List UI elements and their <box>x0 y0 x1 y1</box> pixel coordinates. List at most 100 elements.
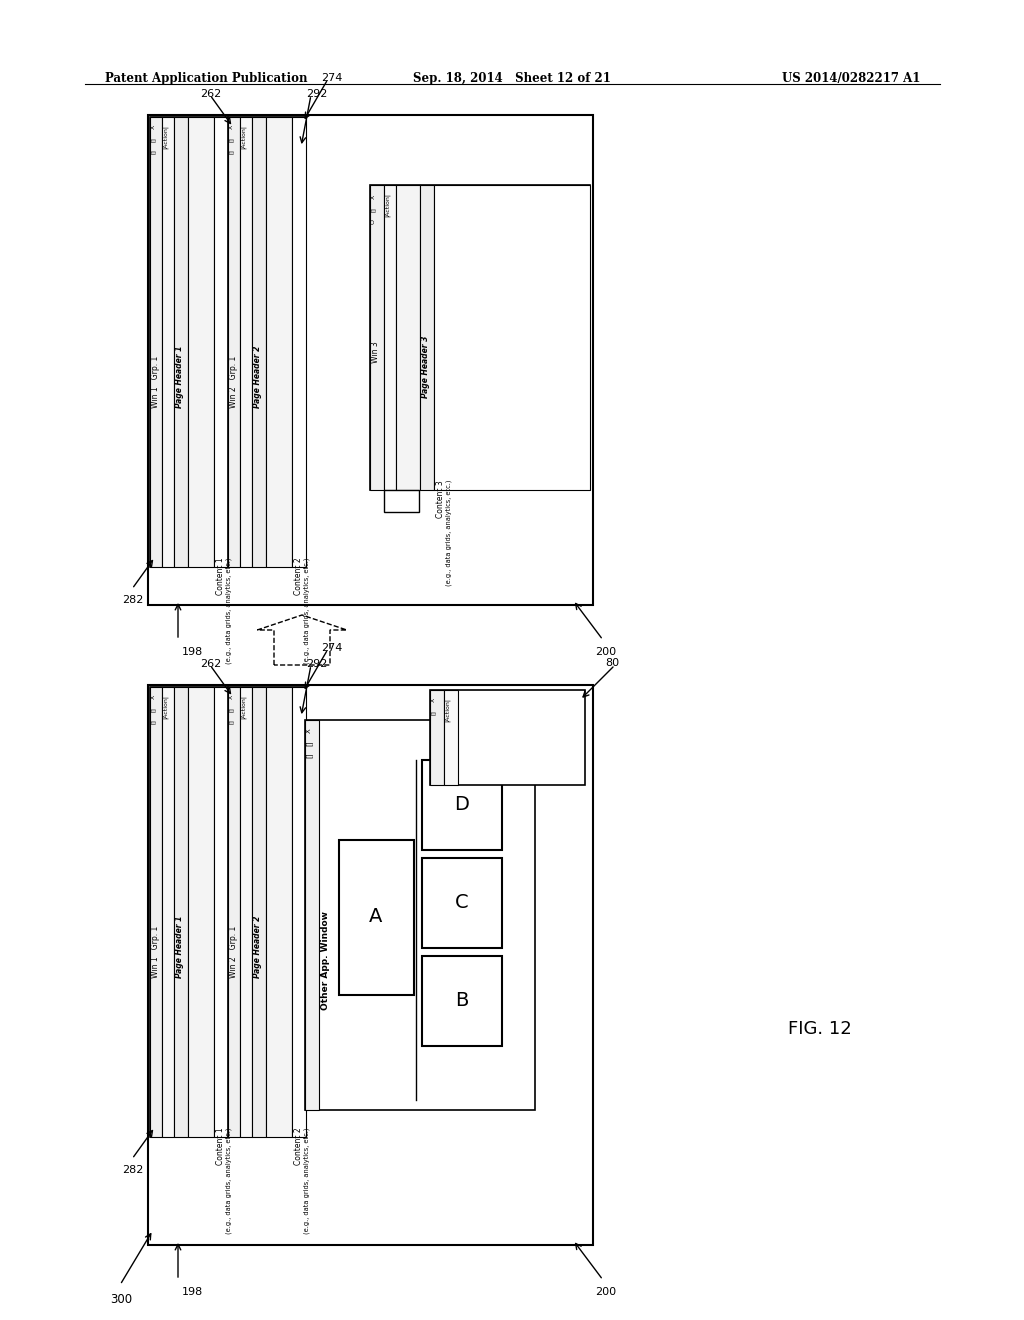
Text: (e.g., data grids, analytics, etc.): (e.g., data grids, analytics, etc.) <box>226 557 232 664</box>
Text: |Action|: |Action| <box>241 696 247 719</box>
Bar <box>292 117 306 568</box>
Bar <box>430 690 585 785</box>
Text: 274: 274 <box>321 643 342 653</box>
Text: D: D <box>455 796 469 814</box>
Text: []: [] <box>151 719 156 723</box>
Text: X: X <box>431 698 436 702</box>
Text: []: [] <box>371 207 376 213</box>
Text: |Action|: |Action| <box>163 696 169 719</box>
Bar <box>444 690 458 785</box>
Text: Win 1   Grp. 1: Win 1 Grp. 1 <box>151 925 160 978</box>
Text: Sep. 18, 2014   Sheet 12 of 21: Sep. 18, 2014 Sheet 12 of 21 <box>413 73 611 84</box>
Bar <box>420 185 434 490</box>
Text: Win 3: Win 3 <box>371 341 380 363</box>
Bar <box>150 686 162 1137</box>
Text: 300: 300 <box>110 1294 132 1305</box>
Text: (e.g., data grids, analytics, etc.): (e.g., data grids, analytics, etc.) <box>226 1127 232 1233</box>
Text: []: [] <box>306 741 312 746</box>
Text: |Action|: |Action| <box>163 125 169 149</box>
Text: []: [] <box>431 710 436 715</box>
Bar <box>305 719 319 1110</box>
Text: Win 2   Grp. 1: Win 2 Grp. 1 <box>229 925 238 978</box>
Bar <box>188 686 214 1137</box>
Text: Page Header 2: Page Header 2 <box>253 346 262 408</box>
Bar <box>228 686 306 1137</box>
Text: US 2014/0282217 A1: US 2014/0282217 A1 <box>781 73 920 84</box>
Bar <box>148 685 593 1245</box>
Text: 282: 282 <box>122 595 143 605</box>
Bar <box>370 185 384 490</box>
Bar <box>150 686 228 1137</box>
Bar <box>422 760 502 850</box>
Text: 262: 262 <box>200 659 221 669</box>
Bar <box>384 490 419 512</box>
Text: Patent Application Publication: Patent Application Publication <box>105 73 307 84</box>
Text: []: [] <box>151 708 156 711</box>
Text: X: X <box>371 195 376 199</box>
Bar <box>162 117 174 568</box>
Bar <box>339 840 414 995</box>
Text: []: [] <box>306 752 312 758</box>
Text: |Action|: |Action| <box>241 125 247 149</box>
Text: []: [] <box>151 137 156 141</box>
Text: X: X <box>151 125 156 129</box>
Text: 262: 262 <box>200 88 221 99</box>
Text: Win 2   Grp. 1: Win 2 Grp. 1 <box>229 356 238 408</box>
Text: C: C <box>456 894 469 912</box>
Text: (e.g., data grids, analytics, etc.): (e.g., data grids, analytics, etc.) <box>304 557 310 664</box>
Text: Content 2: Content 2 <box>294 557 303 594</box>
Text: FIG. 12: FIG. 12 <box>788 1020 852 1038</box>
Bar <box>370 185 590 490</box>
Text: Page Header 1: Page Header 1 <box>175 916 184 978</box>
Bar <box>240 117 252 568</box>
Text: 274: 274 <box>321 73 342 83</box>
Text: X: X <box>306 729 312 733</box>
Bar <box>384 185 396 490</box>
Bar <box>174 117 188 568</box>
Bar <box>240 686 252 1137</box>
Bar <box>148 115 593 605</box>
Bar <box>252 117 266 568</box>
Text: Content 1: Content 1 <box>216 557 225 594</box>
Text: B: B <box>456 991 469 1011</box>
Text: O: O <box>371 219 376 224</box>
Text: 292: 292 <box>306 88 328 99</box>
Text: X: X <box>229 696 234 700</box>
Text: Page Header 3: Page Header 3 <box>421 335 430 399</box>
Text: 198: 198 <box>182 1287 203 1298</box>
Text: Content 2: Content 2 <box>294 1127 303 1164</box>
Bar <box>422 956 502 1045</box>
Text: []: [] <box>229 708 234 711</box>
Text: 200: 200 <box>595 1287 616 1298</box>
Text: Other App. Window: Other App. Window <box>321 911 330 1010</box>
Bar <box>292 686 306 1137</box>
Text: 198: 198 <box>182 647 203 657</box>
Bar <box>150 117 228 568</box>
Text: Page Header 2: Page Header 2 <box>253 916 262 978</box>
Text: X: X <box>229 125 234 129</box>
Text: 200: 200 <box>595 647 616 657</box>
Text: []: [] <box>229 149 234 154</box>
Bar <box>266 117 292 568</box>
Text: |Action|: |Action| <box>385 193 390 216</box>
Bar <box>214 117 228 568</box>
Text: X: X <box>151 696 156 700</box>
Text: []: [] <box>151 149 156 154</box>
Bar <box>305 719 535 1110</box>
Text: 292: 292 <box>306 659 328 669</box>
Bar <box>434 185 590 490</box>
Bar <box>252 686 266 1137</box>
Text: Win 1   Grp. 1: Win 1 Grp. 1 <box>151 356 160 408</box>
Bar <box>266 686 292 1137</box>
Bar <box>214 686 228 1137</box>
Bar <box>228 117 306 568</box>
Bar <box>228 117 240 568</box>
Text: A: A <box>370 908 383 927</box>
Bar <box>430 690 444 785</box>
Bar <box>150 117 162 568</box>
Text: []: [] <box>229 137 234 141</box>
Bar <box>174 686 188 1137</box>
Bar <box>188 117 214 568</box>
Text: []: [] <box>229 719 234 723</box>
Text: 80: 80 <box>605 657 620 668</box>
